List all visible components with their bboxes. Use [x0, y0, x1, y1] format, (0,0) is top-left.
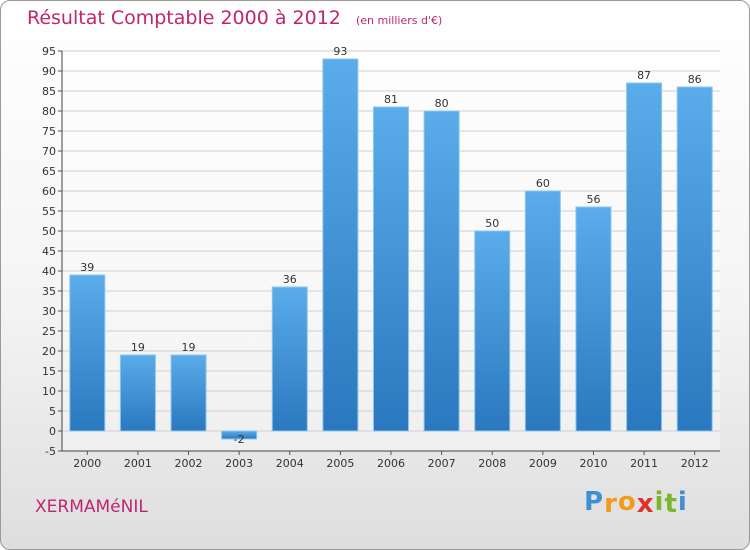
- proxiti-logo: Proxiti: [584, 487, 688, 519]
- bar: [69, 274, 106, 432]
- data-label: 19: [131, 341, 145, 354]
- x-tick-label: 2004: [276, 457, 304, 470]
- logo-letter: i: [677, 487, 688, 517]
- logo-letter: t: [664, 489, 678, 519]
- data-label: 81: [384, 93, 398, 106]
- x-tick-label: 2005: [326, 457, 354, 470]
- y-tick-label: 80: [42, 105, 56, 118]
- data-label: 36: [283, 273, 297, 286]
- y-tick-label: 50: [42, 225, 56, 238]
- bar: [119, 354, 156, 432]
- y-tick-label: 45: [42, 245, 56, 258]
- y-tick-label: 0: [49, 425, 56, 438]
- y-tick-label: 65: [42, 165, 56, 178]
- logo-letter: x: [636, 489, 655, 519]
- bar: [322, 58, 359, 432]
- y-tick-label: 25: [42, 325, 56, 338]
- logo-letter: r: [604, 489, 618, 519]
- y-tick-label: 90: [42, 65, 56, 78]
- x-tick-label: 2008: [478, 457, 506, 470]
- bar: [575, 206, 612, 432]
- data-label: 93: [333, 45, 347, 58]
- y-tick-label: 35: [42, 285, 56, 298]
- y-tick-label: 20: [42, 345, 56, 358]
- data-label: 87: [637, 69, 651, 82]
- bar: [423, 110, 460, 432]
- data-label: 86: [688, 73, 702, 86]
- y-tick-label: 55: [42, 205, 56, 218]
- data-label: 80: [435, 97, 449, 110]
- bar: [474, 230, 511, 432]
- x-tick-label: 2001: [124, 457, 152, 470]
- chart-title-block: Résultat Comptable 2000 à 2012 (en milli…: [27, 7, 442, 29]
- y-tick-label: -5: [45, 445, 56, 458]
- logo-letter: i: [654, 487, 665, 517]
- commune-name: XERMAMéNIL: [35, 497, 148, 517]
- y-tick-label: 10: [42, 385, 56, 398]
- x-tick-label: 2002: [175, 457, 203, 470]
- x-tick-label: 2003: [225, 457, 253, 470]
- bar: [271, 286, 308, 432]
- bar: [626, 82, 663, 432]
- x-tick-label: 2010: [579, 457, 607, 470]
- data-label: 39: [80, 261, 94, 274]
- bar: [170, 354, 207, 432]
- x-tick-label: 2006: [377, 457, 405, 470]
- y-tick-label: 5: [49, 405, 56, 418]
- data-label: 50: [485, 217, 499, 230]
- x-tick-label: 2011: [630, 457, 658, 470]
- bar: [221, 430, 258, 440]
- y-tick-label: 40: [42, 265, 56, 278]
- bar: [524, 190, 561, 432]
- x-tick-label: 2009: [529, 457, 557, 470]
- y-tick-label: 85: [42, 85, 56, 98]
- data-label: 19: [182, 341, 196, 354]
- bar: [676, 86, 713, 432]
- y-tick-label: 75: [42, 125, 56, 138]
- y-tick-label: 60: [42, 185, 56, 198]
- chart-unit: (en milliers d'€): [355, 14, 443, 27]
- y-tick-label: 70: [42, 145, 56, 158]
- data-label: 56: [586, 193, 600, 206]
- y-tick-label: 95: [42, 45, 56, 58]
- x-tick-label: 2012: [681, 457, 709, 470]
- data-label: 60: [536, 177, 550, 190]
- y-tick-label: 15: [42, 365, 56, 378]
- data-label: -2: [234, 433, 245, 446]
- y-tick-label: 30: [42, 305, 56, 318]
- logo-letter: o: [617, 487, 637, 517]
- bar: [373, 106, 409, 432]
- chart-title: Résultat Comptable 2000 à 2012: [27, 7, 341, 29]
- x-tick-label: 2000: [73, 457, 101, 470]
- logo-letter: P: [584, 487, 605, 517]
- x-tick-label: 2007: [428, 457, 456, 470]
